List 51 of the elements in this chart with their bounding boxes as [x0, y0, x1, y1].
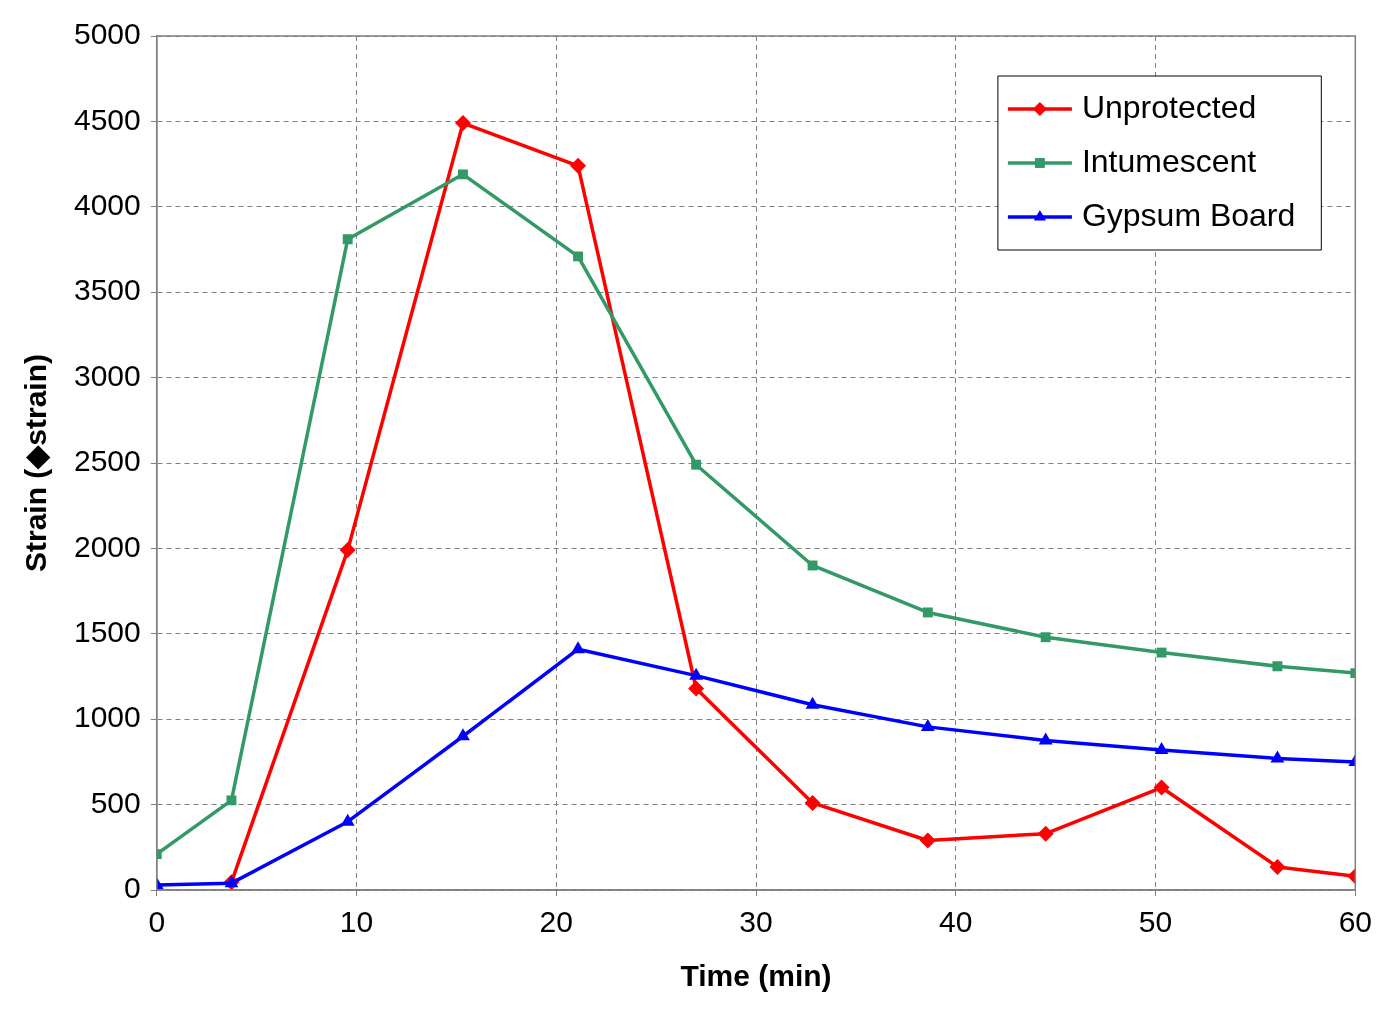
point [570, 157, 587, 174]
point [919, 832, 936, 849]
y-tick-label: 0 [124, 871, 141, 905]
point [339, 542, 356, 559]
y-tick-label: 1000 [73, 700, 141, 734]
legend-label: Gypsum Board [1081, 196, 1296, 233]
point [573, 251, 583, 262]
point [1269, 858, 1286, 875]
point [571, 641, 585, 654]
y-tick-label: 3000 [73, 358, 141, 392]
point [1270, 750, 1285, 763]
x-tick-label: 20 [539, 905, 573, 939]
x-tick-label: 50 [1138, 905, 1173, 939]
point [340, 813, 355, 826]
point [456, 728, 470, 741]
point [691, 459, 702, 470]
x-tick-label: 30 [739, 905, 773, 939]
y-tick-label: 2000 [73, 529, 141, 563]
point [458, 169, 468, 180]
point [805, 696, 820, 709]
y-tick-label: 500 [90, 785, 141, 819]
point [454, 115, 471, 132]
point [1040, 632, 1051, 643]
y-tick-label: 3500 [73, 273, 141, 307]
point [804, 794, 821, 811]
y-tick-label: 4000 [73, 188, 141, 222]
y-tick-label: 1500 [73, 615, 141, 649]
point [922, 607, 933, 618]
x-tick-label: 10 [339, 905, 374, 939]
point [920, 718, 935, 731]
point [807, 560, 818, 571]
point [1154, 741, 1169, 754]
point [1038, 732, 1053, 745]
x-tick-label: 40 [939, 905, 973, 939]
legend-label: Intumescent [1081, 142, 1257, 179]
legend-label: Unprotected [1081, 88, 1257, 125]
point [1037, 825, 1054, 842]
point [688, 680, 705, 697]
point [342, 234, 353, 245]
y-tick-label: 4500 [73, 102, 141, 136]
y-axis-title: Strain (◆strain) [19, 353, 53, 573]
point [226, 795, 237, 806]
point [1156, 647, 1167, 658]
point [689, 667, 704, 680]
point [1153, 779, 1170, 796]
y-tick-label: 5000 [73, 17, 141, 51]
point [1272, 661, 1283, 672]
x-axis-title: Time (min) [680, 959, 832, 993]
x-tick-label: 60 [1338, 905, 1372, 939]
x-tick-label: 0 [148, 905, 166, 939]
y-tick-label: 2500 [73, 444, 141, 478]
